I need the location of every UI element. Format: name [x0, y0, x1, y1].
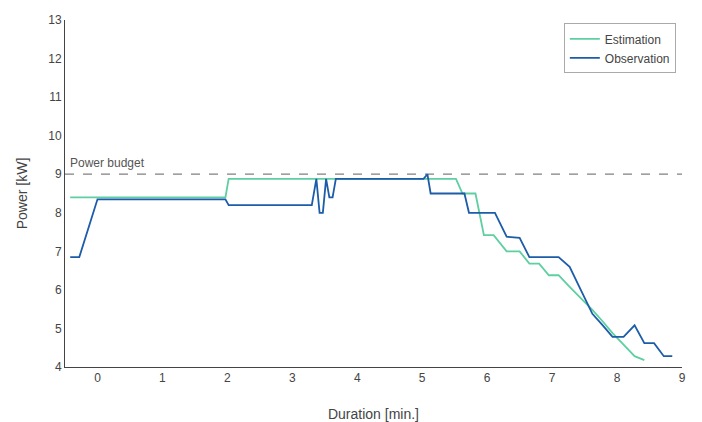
svg-text:7: 7	[55, 245, 62, 259]
svg-text:9: 9	[55, 167, 62, 181]
svg-text:5: 5	[55, 322, 62, 336]
svg-text:3: 3	[289, 371, 296, 385]
svg-text:11: 11	[49, 90, 62, 104]
svg-text:Power budget: Power budget	[70, 156, 145, 170]
svg-text:4: 4	[55, 360, 62, 374]
svg-text:Observation: Observation	[605, 52, 670, 66]
svg-text:1: 1	[159, 371, 166, 385]
svg-text:Duration [min.]: Duration [min.]	[328, 406, 419, 422]
svg-text:4: 4	[354, 371, 361, 385]
svg-text:9: 9	[679, 371, 686, 385]
svg-text:13: 13	[48, 13, 62, 27]
svg-text:Power [kW]: Power [kW]	[14, 158, 30, 230]
svg-text:5: 5	[419, 371, 426, 385]
svg-text:7: 7	[549, 371, 556, 385]
svg-text:0: 0	[94, 371, 101, 385]
svg-text:6: 6	[55, 283, 62, 297]
svg-text:2: 2	[224, 371, 231, 385]
svg-text:12: 12	[48, 52, 62, 66]
svg-text:8: 8	[55, 206, 62, 220]
svg-text:8: 8	[614, 371, 621, 385]
svg-text:Estimation: Estimation	[605, 33, 661, 47]
svg-text:10: 10	[48, 129, 62, 143]
svg-text:6: 6	[484, 371, 491, 385]
